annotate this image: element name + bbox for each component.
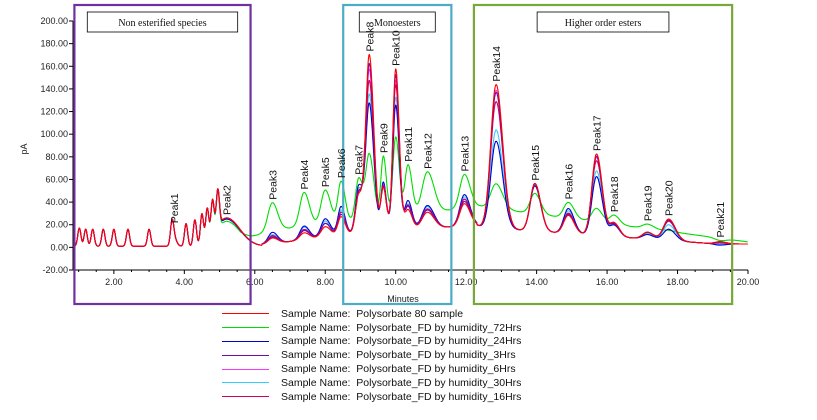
peak-label: Peak2 (222, 185, 234, 215)
y-tick-label: 20.00 (45, 220, 68, 230)
x-tick-label: 6.00 (246, 277, 264, 287)
legend-item: Sample Name: Polysorbate_FD by humidity_… (222, 348, 521, 362)
region-label-box (358, 11, 436, 33)
peak-label: Peak4 (299, 160, 311, 190)
peak-label: Peak20 (664, 180, 676, 216)
peak-label: Peak21 (715, 202, 727, 238)
legend: Sample Name: Polysorbate 80 sample Sample… (222, 307, 521, 404)
region-label-box (86, 11, 239, 33)
peak-label: Peak3 (267, 170, 279, 200)
legend-label: Sample Name: Polysorbate_FD by humidity_… (281, 335, 522, 348)
legend-label: Sample Name: Polysorbate_FD by humidity_… (281, 321, 522, 334)
peak-label: Peak8 (364, 22, 376, 52)
peak-label: Peak5 (320, 157, 332, 187)
x-tick-label: 14.00 (525, 277, 548, 287)
peak-labels: Peak1 Peak2 Peak3 Peak4 Peak5 Peak6 Peak7 Peak8… (169, 22, 727, 238)
y-tick-label: 200.00 (40, 16, 68, 26)
peak-label: Peak14 (491, 46, 503, 82)
y-tick-label: 140.00 (40, 84, 68, 94)
peak-label: Peak19 (643, 185, 655, 221)
legend-swatch (222, 340, 269, 342)
y-tick-label: 60.00 (45, 174, 68, 184)
legend-swatch (222, 368, 269, 370)
peak-label: Peak7 (354, 145, 366, 175)
y-tick-label: 180.00 (40, 39, 68, 49)
x-tick-label: 16.00 (596, 277, 619, 287)
legend-item: Sample Name: Polysorbate_FD by humidity_… (222, 321, 521, 335)
y-tick-label: 160.00 (40, 61, 68, 71)
legend-item: Sample Name: Polysorbate 80 sample (222, 307, 521, 321)
y-tick-label: 120.00 (40, 107, 68, 117)
peak-label: Peak11 (403, 127, 415, 162)
y-tick-label: 0.00 (50, 242, 68, 252)
peak-label: Peak15 (530, 145, 542, 181)
legend-item: Sample Name: Polysorbate_FD by humidity_… (222, 362, 521, 376)
region-label: Higher order esters (565, 18, 642, 29)
legend-label: Sample Name: Polysorbate_FD by humidity_… (281, 376, 522, 389)
x-tick-label: 2.00 (105, 277, 123, 287)
y-tick-label: 100.00 (40, 129, 68, 139)
region-boxes: Non esterified species Monoesters Higher o… (73, 3, 734, 306)
x-tick-label: 20.00 (737, 277, 760, 287)
axes: -20.00 0.00 20.00 40.00 60.00 80.00 100.00 120.… (40, 16, 759, 287)
traces (73, 53, 748, 247)
legend-swatch (222, 313, 269, 315)
legend-item: Sample Name: Polysorbate_FD by humidity_… (222, 390, 521, 404)
legend-swatch (222, 382, 269, 384)
peak-label: Peak16 (563, 164, 575, 200)
x-tick-label: 12.00 (455, 277, 478, 287)
legend-label: Sample Name: Polysorbate_FD by humidity_… (281, 363, 516, 376)
peak-label: Peak6 (336, 148, 348, 178)
peak-label: Peak10 (391, 30, 403, 66)
region-box (73, 3, 252, 306)
series-line (73, 53, 748, 247)
x-tick-label: 18.00 (666, 277, 689, 287)
legend-item: Sample Name: Polysorbate_FD by humidity_… (222, 376, 521, 390)
x-tick-label: 8.00 (316, 277, 334, 287)
region-label-box (536, 11, 670, 33)
peak-label: Peak18 (609, 176, 621, 212)
legend-label: Sample Name: Polysorbate_FD by humidity_… (281, 349, 516, 362)
x-axis-label: Minutes (387, 294, 419, 304)
region-box (342, 3, 453, 306)
peak-label: Peak1 (169, 193, 181, 223)
y-axis-label: pA (19, 143, 29, 154)
region-label: Monoesters (374, 18, 421, 29)
region-box (472, 3, 734, 306)
legend-swatch (222, 327, 269, 329)
peak-label: Peak17 (592, 115, 604, 151)
peak-label: Peak9 (378, 123, 390, 153)
legend-label: Sample Name: Polysorbate 80 sample (281, 307, 464, 320)
peak-label: Peak13 (459, 136, 471, 172)
legend-swatch (222, 354, 269, 356)
peak-label: Peak12 (422, 133, 434, 169)
x-tick-label: 4.00 (176, 277, 194, 287)
legend-label: Sample Name: Polysorbate_FD by humidity_… (281, 390, 522, 403)
y-tick-label: 80.00 (45, 152, 68, 162)
region-label: Non esterified species (118, 18, 206, 29)
y-tick-label: 40.00 (45, 197, 68, 207)
legend-item: Sample Name: Polysorbate_FD by humidity_… (222, 335, 521, 349)
y-tick-label: -20.00 (42, 265, 68, 275)
legend-swatch (222, 396, 269, 398)
x-tick-label: 10.00 (384, 277, 407, 287)
